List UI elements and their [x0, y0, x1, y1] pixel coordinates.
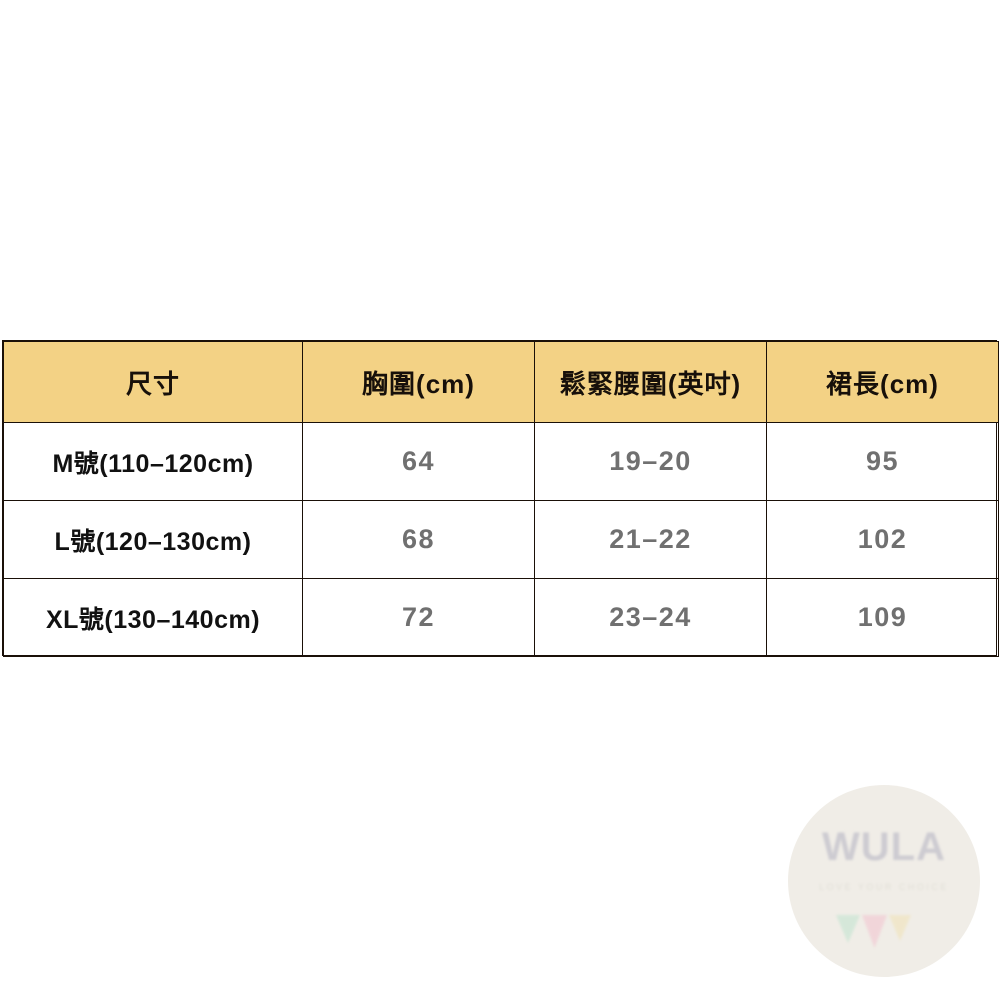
svg-text:LOVE YOUR CHOICE: LOVE YOUR CHOICE: [819, 882, 949, 892]
svg-text:WULA: WULA: [822, 825, 946, 869]
